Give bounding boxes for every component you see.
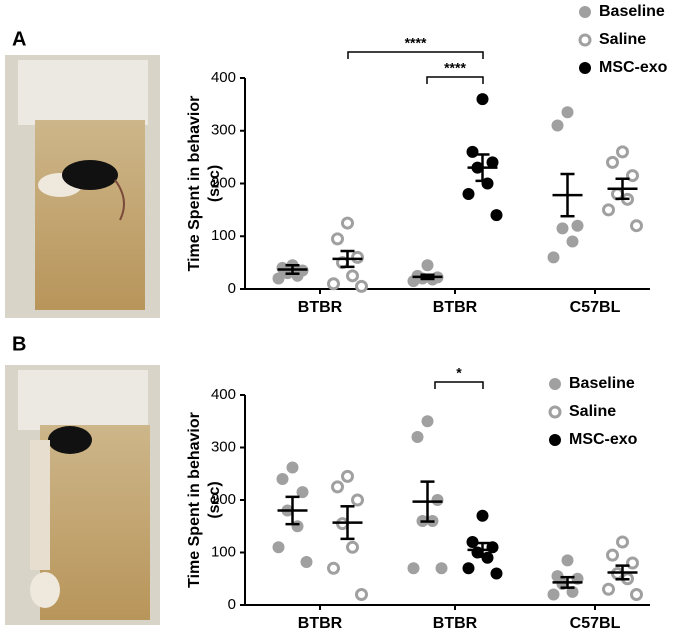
legend-label: MSC-exo (569, 431, 638, 448)
data-point (462, 562, 475, 575)
y-tick-label: 200 (211, 491, 236, 508)
data-point (272, 272, 285, 285)
data-point (331, 232, 344, 246)
data-point (346, 540, 359, 554)
panel-label: A (12, 28, 26, 50)
data-point (561, 554, 574, 567)
data-point (606, 155, 619, 169)
y-tick-label: 100 (211, 543, 236, 560)
data-point (616, 145, 629, 159)
data-point (272, 541, 285, 554)
significance-label: **** (444, 60, 466, 76)
data-point (476, 93, 489, 106)
x-tick-label: BTBR (298, 615, 343, 632)
x-tick-label: C57BL (570, 299, 621, 316)
y-axis-label: (sec) (206, 165, 223, 202)
y-tick-label: 200 (211, 174, 236, 191)
y-axis-label: Time Spent in behavior (186, 96, 203, 272)
data-point (421, 415, 434, 428)
data-point (421, 259, 434, 272)
legend-label: Baseline (569, 375, 635, 392)
x-tick-label: BTBR (433, 299, 478, 316)
significance-label: * (456, 365, 462, 381)
legend-marker (579, 62, 591, 74)
data-point (486, 156, 499, 169)
y-tick-label: 0 (228, 596, 236, 613)
legend-marker (579, 6, 591, 18)
data-point (556, 222, 569, 235)
data-point (490, 209, 503, 222)
data-point (351, 493, 364, 507)
legend-marker (549, 434, 561, 446)
data-point (551, 119, 564, 132)
legend-label: Baseline (599, 3, 665, 20)
y-tick-label: 100 (211, 227, 236, 244)
significance-bracket (426, 76, 484, 84)
data-point (466, 145, 479, 158)
data-point (626, 169, 639, 183)
data-point (341, 469, 354, 483)
data-point (630, 219, 643, 233)
data-point (435, 562, 448, 575)
data-point (327, 277, 340, 291)
data-point (602, 203, 615, 217)
y-tick-label: 300 (211, 438, 236, 455)
y-tick-label: 400 (211, 386, 236, 403)
data-point (630, 588, 643, 601)
data-point (616, 535, 629, 549)
x-tick-label: BTBR (433, 615, 478, 632)
data-point (276, 473, 289, 485)
data-point (355, 279, 368, 293)
data-point (626, 556, 639, 570)
data-point (286, 461, 299, 474)
legend-label: Saline (569, 403, 616, 420)
data-point (566, 235, 579, 248)
photo-a (5, 55, 160, 318)
y-tick-label: 400 (211, 69, 236, 86)
data-point (476, 509, 489, 522)
data-point (341, 216, 354, 230)
data-point (602, 582, 615, 596)
significance-bracket (347, 51, 484, 59)
photo-b (5, 365, 160, 625)
data-point (331, 480, 344, 494)
significance-bracket (434, 381, 484, 389)
data-point (327, 561, 340, 575)
data-point (466, 536, 479, 548)
data-point (606, 548, 619, 562)
data-point (346, 269, 359, 283)
data-point (407, 562, 420, 575)
data-point (547, 588, 560, 601)
data-point (547, 251, 560, 264)
data-point (431, 494, 444, 506)
x-tick-label: C57BL (570, 615, 621, 632)
data-point (571, 219, 584, 232)
data-point (300, 555, 313, 568)
legend-marker (549, 378, 561, 390)
data-point (490, 567, 503, 580)
legend-marker (578, 33, 592, 47)
data-point (462, 188, 475, 201)
data-point (561, 106, 574, 119)
y-tick-label: 300 (211, 122, 236, 139)
legend-label: MSC-exo (599, 59, 668, 76)
significance-label: **** (405, 35, 427, 51)
data-point (296, 486, 309, 499)
x-tick-label: BTBR (298, 299, 343, 316)
data-point (355, 588, 368, 601)
y-axis-label: (sec) (206, 481, 223, 518)
y-tick-label: 0 (228, 280, 236, 297)
data-point (351, 250, 364, 264)
data-point (411, 431, 424, 443)
legend-label: Saline (599, 31, 646, 48)
panel-label: B (12, 333, 26, 355)
y-axis-label: Time Spent in behavior (186, 412, 203, 588)
legend-marker (548, 405, 562, 419)
